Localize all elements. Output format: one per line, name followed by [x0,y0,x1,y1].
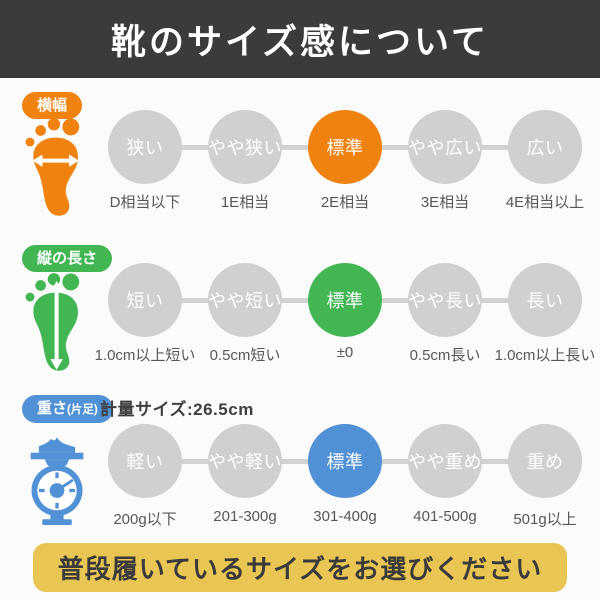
width-badge: 横幅 [22,92,83,119]
instruction-banner: 普段履いているサイズをお選びください [33,543,567,592]
size-row-width: 横幅 狭い やや狭い 標準 やや広い 広い D相当以下 1E相当 2E相当 3E… [0,88,600,222]
weight-sub-label: 301-400g [313,508,377,525]
size-row-weight: 重さ (片足) 計量サイズ:26.5cm 軽い やや軽い 標準 やや重め 重め 2… [0,393,600,535]
length-badge-label: 縦の長さ [37,250,98,267]
width-sub-label: 3E相当 [420,194,470,211]
option-label: 重め [526,452,564,472]
weight-sub-label: 201-300g [213,508,277,525]
measurement-size-note: 計量サイズ:26.5cm [100,400,254,419]
weight-sub-label: 501g以上 [513,511,577,528]
width-sub-label: 1E相当 [220,194,270,211]
option-label: やや軽い [208,452,282,472]
weight-option-somewhat-heavy: やや重め [408,424,482,498]
length-option-standard-selected: 標準 [308,263,382,337]
option-label: 標準 [326,452,364,472]
option-label: やや狭い [208,138,282,158]
length-sub-label: 1.0cm以上長い [494,347,596,364]
option-label: 広い [526,138,564,158]
length-option-somewhat-long: やや長い [408,263,482,337]
length-option-short: 短い [108,263,182,337]
length-sub-label: 0.5cm短い [209,347,281,364]
weight-sub-label: 200g以下 [113,511,177,528]
option-label: やや重め [408,452,482,472]
width-sub-label: 2E相当 [320,194,370,211]
length-sub-label: 1.0cm以上短い [94,347,196,364]
option-label: 狭い [126,138,164,158]
page-title: 靴のサイズ感について [111,22,489,62]
weight-option-light: 軽い [108,424,182,498]
option-label: 軽い [126,452,164,472]
option-label: 標準 [326,291,364,311]
option-label: 標準 [326,138,364,158]
width-option-somewhat-narrow: やや狭い [208,110,282,184]
option-label: やや広い [408,138,482,158]
title-banner: 靴のサイズ感について [0,0,600,78]
weight-scale-icon [30,437,84,525]
option-label: やや長い [408,291,482,311]
length-sub-label: 0.5cm長い [409,347,481,364]
width-sub-label: 4E相当以上 [505,194,585,211]
weight-badge-label: 重さ [37,400,68,417]
instruction-text: 普段履いているサイズをお選びください [57,554,543,584]
weight-option-somewhat-light: やや軽い [208,424,282,498]
width-sub-label: D相当以下 [109,194,181,211]
length-option-long: 長い [508,263,582,337]
width-badge-label: 横幅 [37,97,68,114]
length-sub-label: ±0 [336,344,354,361]
foot-width-icon [25,118,80,216]
foot-length-icon [25,273,80,371]
width-option-narrow: 狭い [108,110,182,184]
weight-option-standard-selected: 標準 [308,424,382,498]
length-option-somewhat-short: やや短い [208,263,282,337]
width-option-standard-selected: 標準 [308,110,382,184]
weight-badge-suffix: (片足) [67,404,98,416]
option-label: やや短い [208,291,282,311]
width-option-wide: 広い [508,110,582,184]
weight-badge: 重さ (片足) [22,395,113,423]
length-badge: 縦の長さ [22,245,113,272]
weight-sub-label: 401-500g [413,508,477,525]
weight-option-heavy: 重め [508,424,582,498]
size-row-length: 縦の長さ 短い やや短い 標準 やや長い 長い 1.0cm以上短い 0.5cm短… [0,240,600,376]
option-label: 短い [126,291,164,311]
option-label: 長い [526,291,564,311]
width-option-somewhat-wide: やや広い [408,110,482,184]
